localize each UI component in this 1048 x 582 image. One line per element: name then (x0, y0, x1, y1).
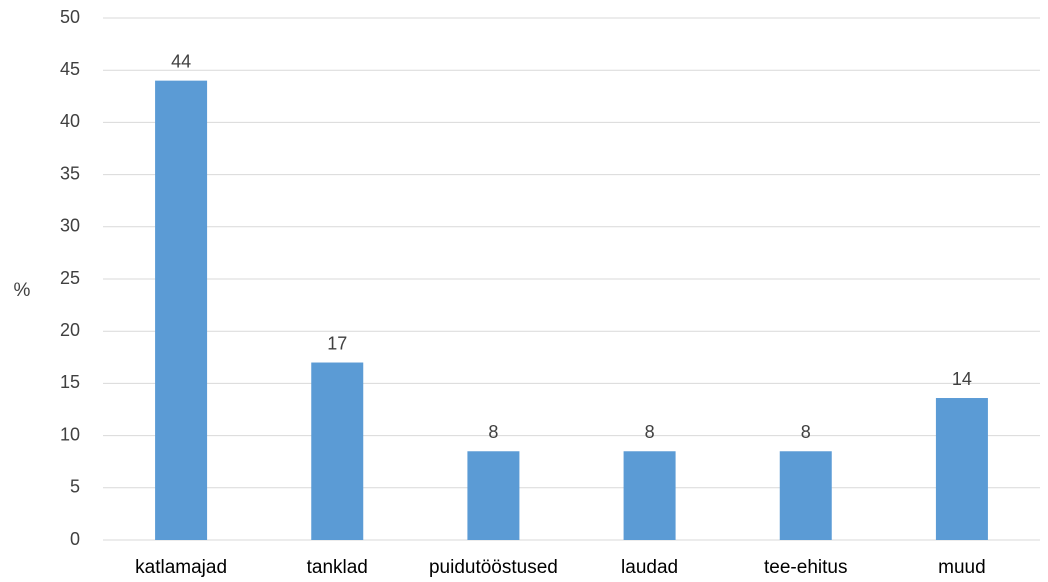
data-labels: 44 17 8 8 8 14 (171, 51, 972, 442)
y-tick-label: 15 (60, 372, 80, 392)
bar-tanklad (311, 362, 364, 540)
category-label-tanklad: tanklad (307, 557, 368, 578)
data-label-katlamajad: 44 (171, 51, 191, 71)
y-tick-label: 10 (60, 424, 80, 444)
category-label-laudad: laudad (621, 557, 678, 578)
data-label-tanklad: 17 (327, 333, 347, 353)
y-tick-label: 45 (60, 59, 80, 79)
y-tick-label: 5 (70, 477, 80, 497)
bar-laudad (623, 451, 676, 540)
bar-muud (935, 398, 988, 540)
y-tick-label: 50 (60, 7, 80, 27)
y-tick-label: 25 (60, 268, 80, 288)
y-tick-label: 30 (60, 216, 80, 236)
bars (155, 80, 988, 540)
data-label-muud: 14 (952, 369, 972, 389)
y-tick-label: 40 (60, 111, 80, 131)
category-label-puidutööstused: puidutööstused (429, 557, 558, 578)
bar-tee-ehitus (779, 451, 832, 540)
y-tick-label: 0 (70, 529, 80, 549)
category-label-muud: muud (938, 557, 986, 578)
data-label-tee-ehitus: 8 (801, 422, 811, 442)
y-tick-label: 35 (60, 163, 80, 183)
data-label-puidutööstused: 8 (488, 422, 498, 442)
data-label-laudad: 8 (645, 422, 655, 442)
bar-katlamajad (155, 80, 208, 540)
bar-puidutööstused (467, 451, 520, 540)
y-tick-label: 20 (60, 320, 80, 340)
gridlines (103, 17, 1040, 541)
x-axis-category-labels: katlamajad tanklad puidutööstused laudad tee… (135, 557, 986, 578)
category-label-katlamajad: katlamajad (135, 557, 227, 578)
category-label-tee-ehitus: tee-ehitus (764, 557, 847, 578)
y-axis-tick-labels: 0 5 10 15 20 25 30 35 40 45 50 (60, 7, 80, 549)
y-axis-title: % (14, 280, 31, 301)
